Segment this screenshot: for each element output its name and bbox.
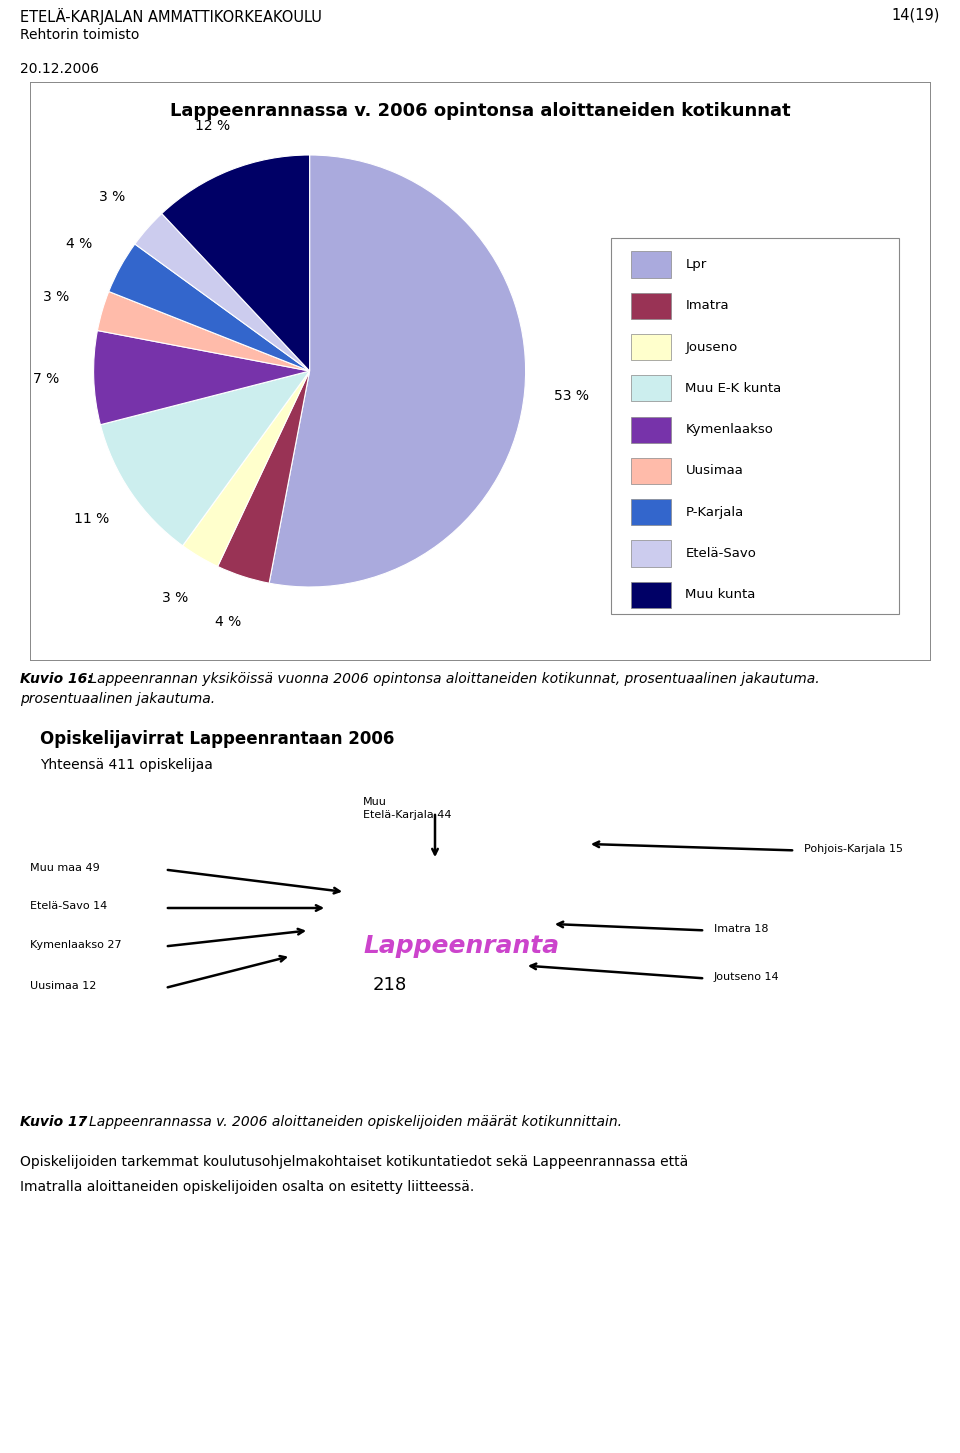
Text: Opiskelijoiden tarkemmat koulutusohjelmakohtaiset kotikuntatiedot sekä Lappeenra: Opiskelijoiden tarkemmat koulutusohjelma… <box>20 1155 688 1170</box>
Text: Kuvio 17: Kuvio 17 <box>20 1114 87 1129</box>
Text: Etelä-Savo: Etelä-Savo <box>685 548 756 561</box>
Text: 3 %: 3 % <box>99 190 125 203</box>
Text: Muu maa 49: Muu maa 49 <box>30 863 100 873</box>
Wedge shape <box>108 244 309 371</box>
Text: Pohjois-Karjala 15: Pohjois-Karjala 15 <box>804 844 903 854</box>
Wedge shape <box>97 292 309 371</box>
Wedge shape <box>134 214 309 371</box>
Bar <box>631 500 671 526</box>
Text: Uusimaa: Uusimaa <box>685 465 743 478</box>
Text: Imatra: Imatra <box>685 299 729 312</box>
Text: Lappeenrannan yksiköissä vuonna 2006 opintonsa aloittaneiden kotikunnat, prosent: Lappeenrannan yksiköissä vuonna 2006 opi… <box>85 671 820 686</box>
Text: 11 %: 11 % <box>74 511 109 526</box>
Bar <box>631 458 671 484</box>
Text: 3 %: 3 % <box>162 591 188 604</box>
Wedge shape <box>218 371 309 583</box>
Text: Rehtorin toimisto: Rehtorin toimisto <box>20 28 139 42</box>
Bar <box>631 541 671 567</box>
Text: 53 %: 53 % <box>555 389 589 402</box>
Bar <box>631 375 671 401</box>
Wedge shape <box>269 155 525 587</box>
Text: Joutseno 14: Joutseno 14 <box>714 972 780 982</box>
Text: Lappeenrannassa v. 2006 opintonsa aloittaneiden kotikunnat: Lappeenrannassa v. 2006 opintonsa aloitt… <box>170 102 790 121</box>
Text: : Lappeenrannassa v. 2006 aloittaneiden opiskelijoiden määrät kotikunnittain.: : Lappeenrannassa v. 2006 aloittaneiden … <box>80 1114 622 1129</box>
Wedge shape <box>94 330 309 424</box>
Text: 12 %: 12 % <box>195 119 230 134</box>
Bar <box>631 417 671 443</box>
Wedge shape <box>182 371 309 567</box>
Wedge shape <box>101 371 309 546</box>
Text: ETELÄ-KARJALAN AMMATTIKORKEAKOULU: ETELÄ-KARJALAN AMMATTIKORKEAKOULU <box>20 9 322 25</box>
Text: 4 %: 4 % <box>215 615 241 629</box>
Text: Muu: Muu <box>363 798 387 808</box>
Text: Kymenlaakso: Kymenlaakso <box>685 423 773 436</box>
Text: Lappeenranta: Lappeenranta <box>364 934 560 959</box>
Text: Imatralla aloittaneiden opiskelijoiden osalta on esitetty liitteessä.: Imatralla aloittaneiden opiskelijoiden o… <box>20 1180 474 1194</box>
Text: Yhteensä 411 opiskelijaa: Yhteensä 411 opiskelijaa <box>40 758 213 772</box>
Text: Lpr: Lpr <box>685 257 707 270</box>
Text: 7 %: 7 % <box>33 372 60 386</box>
Text: 14(19): 14(19) <box>892 9 940 23</box>
Text: Etelä-Savo 14: Etelä-Savo 14 <box>30 901 108 911</box>
Text: Imatra 18: Imatra 18 <box>714 924 769 934</box>
Text: Muu E-K kunta: Muu E-K kunta <box>685 382 781 395</box>
Text: Uusimaa 12: Uusimaa 12 <box>30 981 96 991</box>
Text: 4 %: 4 % <box>65 237 92 251</box>
Bar <box>631 292 671 318</box>
Text: Muu kunta: Muu kunta <box>685 588 756 602</box>
Bar <box>631 334 671 360</box>
Text: Kuvio 16:: Kuvio 16: <box>20 671 93 686</box>
Text: 3 %: 3 % <box>43 291 70 305</box>
Bar <box>631 251 671 278</box>
Text: Kymenlaakso 27: Kymenlaakso 27 <box>30 940 122 950</box>
Text: Opiskelijavirrat Lappeenrantaan 2006: Opiskelijavirrat Lappeenrantaan 2006 <box>40 729 395 748</box>
Wedge shape <box>161 155 309 371</box>
Text: prosentuaalinen jakautuma.: prosentuaalinen jakautuma. <box>20 692 215 706</box>
Text: P-Karjala: P-Karjala <box>685 506 744 519</box>
Text: Etelä-Karjala 44: Etelä-Karjala 44 <box>363 811 451 819</box>
Text: 20.12.2006: 20.12.2006 <box>20 62 99 76</box>
Bar <box>631 581 671 609</box>
Text: Jouseno: Jouseno <box>685 340 737 353</box>
Text: 218: 218 <box>372 976 407 994</box>
